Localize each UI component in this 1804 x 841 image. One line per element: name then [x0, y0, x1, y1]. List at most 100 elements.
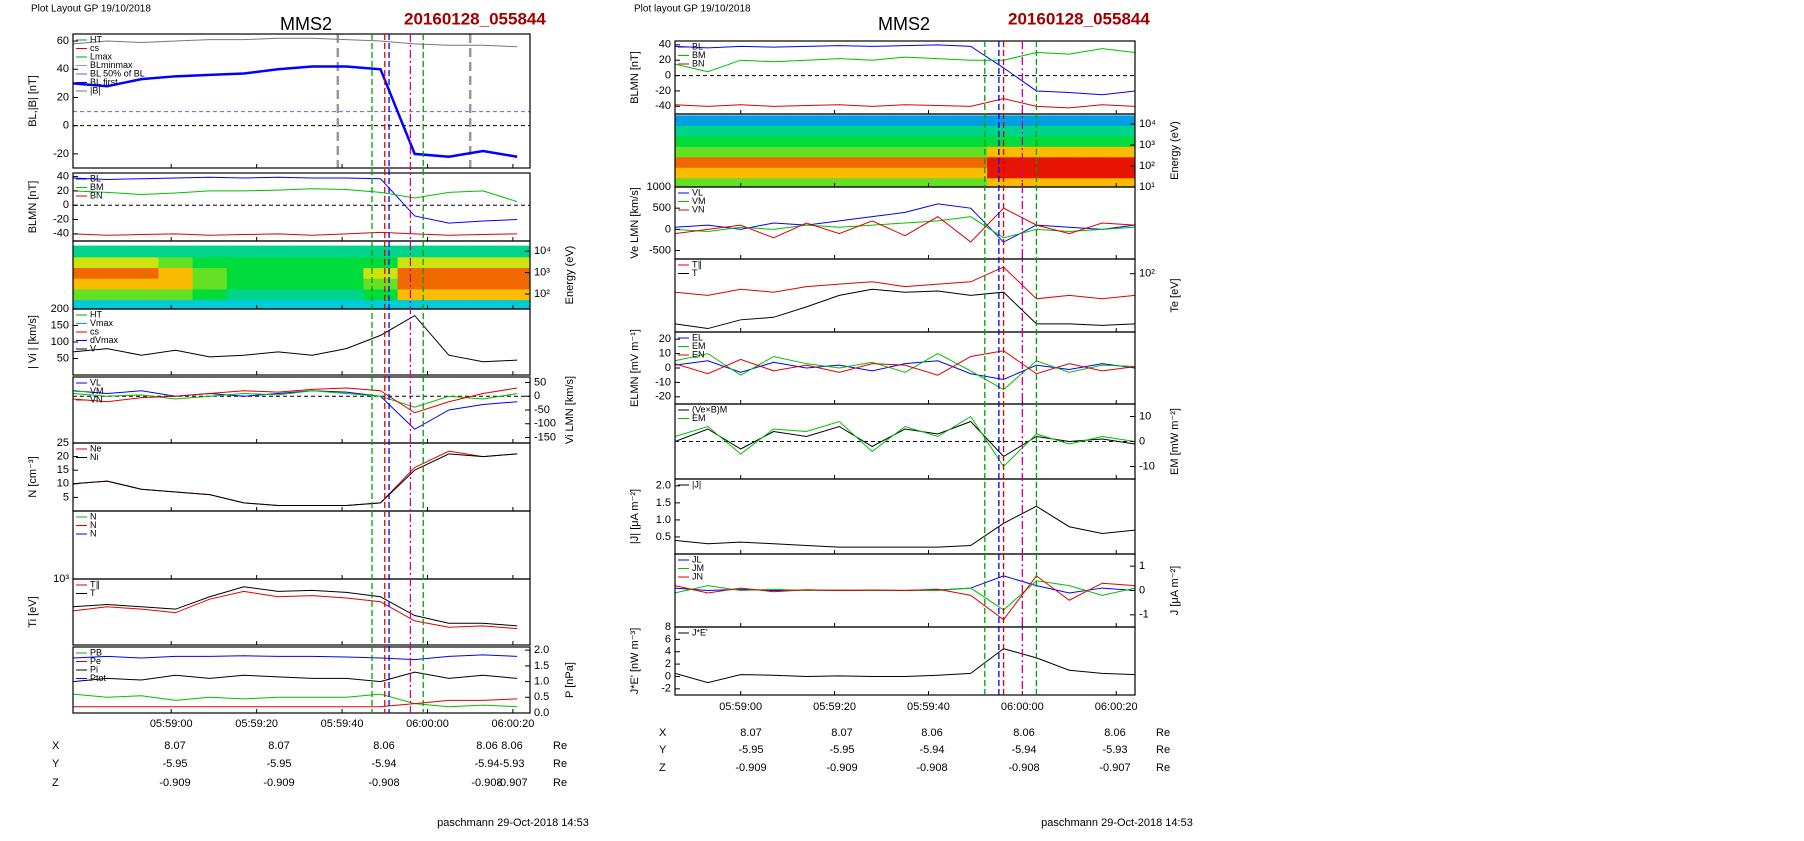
series-line: [73, 231, 518, 236]
series-line: [675, 98, 1135, 109]
spectrogram-cell: [226, 245, 262, 258]
spectrogram-cell: [987, 115, 1021, 126]
legend-label: EN: [692, 349, 705, 359]
legend-label: EM: [692, 413, 706, 423]
spectrogram-cell: [465, 245, 501, 258]
panel-frame: [674, 478, 1136, 555]
spectrogram-cell: [226, 267, 262, 279]
plot-area: [73, 314, 518, 363]
spectrogram-cell: [888, 146, 922, 158]
spectrogram-cell: [1118, 156, 1135, 168]
ephemeris-value: 8.07: [164, 740, 185, 752]
spectrogram-cell: [431, 245, 467, 258]
spectrogram-cell: [1118, 125, 1135, 137]
spectrogram-cell: [675, 135, 692, 147]
legend-label: V: [90, 343, 96, 353]
y-axis-label: P [nPa]: [564, 662, 576, 698]
spectrogram-cell: [192, 267, 228, 279]
spectrogram-cell: [329, 245, 364, 258]
spectrogram-cell: [192, 256, 228, 269]
spectrogram-cell: [90, 299, 125, 309]
footer: paschmann 29-Oct-2018 14:53: [1041, 817, 1193, 829]
ephemeris-label: Y: [659, 744, 667, 756]
spectrogram-cell: [855, 146, 890, 158]
spectrogram-cell: [500, 299, 530, 309]
spectrogram-cell: [954, 146, 988, 158]
spectrogram-cell: [465, 299, 501, 309]
spectrogram-cell: [921, 125, 955, 137]
spectrogram-cell: [465, 278, 501, 290]
spectrogram-cell: [822, 115, 857, 126]
spectrogram-cell: [724, 156, 758, 168]
spectrogram-cell: [260, 256, 296, 269]
spectrogram-cell: [124, 245, 159, 258]
y-tick-label: -20: [53, 213, 69, 225]
spectrogram-cell: [124, 299, 159, 309]
spectrogram-cell: [1085, 177, 1120, 187]
ephemeris-unit: Re: [553, 740, 567, 752]
spectrogram-cell: [822, 135, 857, 147]
legend-label: Pe: [90, 656, 101, 666]
y-axis-label: Te [eV]: [1169, 278, 1181, 312]
y-axis-label: J [μA m⁻²]: [1169, 566, 1181, 615]
y-tick-label: 0.5: [534, 691, 549, 703]
legend-label: HT: [90, 309, 102, 319]
y-tick-label: 20: [659, 54, 671, 66]
y-tick-label: 10³: [1139, 139, 1155, 151]
spectrogram-cell: [724, 177, 758, 187]
series-line: [73, 37, 518, 48]
spectrogram-cell: [954, 135, 988, 147]
y-tick-label: 2.0: [534, 644, 549, 656]
panel-frame: [72, 172, 531, 242]
spectrogram-cell: [822, 146, 857, 158]
legend-label: JN: [692, 571, 703, 581]
spectrogram-cell: [158, 299, 194, 309]
y-tick-label: 1.0: [534, 675, 549, 687]
spectrogram-cell: [790, 177, 824, 187]
series-line: [675, 575, 1135, 621]
series-line: [73, 654, 518, 661]
ephemeris-value: 8.06: [1104, 727, 1125, 739]
spectrogram-cell: [1052, 167, 1087, 179]
legend-label: BN: [90, 190, 103, 200]
spectrogram-cell: [226, 288, 262, 301]
spectrogram-cell: [888, 156, 922, 168]
ephemeris-label: X: [52, 740, 60, 752]
plot-area: [73, 387, 530, 430]
ephemeris-value: -5.94: [474, 758, 499, 770]
spectrogram-cell: [1118, 115, 1135, 126]
spectrogram-cell: [855, 125, 890, 137]
spectrogram-cell: [691, 177, 725, 187]
spectrogram-cell: [888, 125, 922, 137]
ephemeris-value: -5.94: [919, 744, 944, 756]
spectrogram-cell: [295, 278, 330, 290]
legend-label: T: [692, 268, 698, 278]
spectrogram-cell: [790, 135, 824, 147]
spectrogram-cell: [888, 135, 922, 147]
y-tick-label: 0.5: [656, 531, 671, 543]
legend-label: T∥: [90, 579, 100, 589]
spectrogram-cell: [260, 278, 296, 290]
x-tick-label: 06:00:20: [492, 718, 535, 730]
legend-label: BM: [692, 50, 706, 60]
spectrogram-cell: [158, 288, 194, 301]
spectrogram-cell: [1020, 177, 1054, 187]
y-tick-label: 20: [659, 333, 671, 345]
legend-label: T: [90, 588, 96, 598]
spectrogram-cell: [431, 299, 467, 309]
ephemeris-value: -0.908: [916, 762, 947, 774]
y-tick-label: 10²: [1139, 268, 1155, 280]
plot-area: [73, 586, 518, 630]
y-axis-label: N [cm⁻³]: [27, 456, 39, 497]
series-line: [675, 207, 1135, 243]
series-line: [73, 188, 518, 203]
series-line: [675, 415, 1135, 468]
panel-frame: [72, 308, 531, 376]
ephemeris-label: Z: [52, 777, 59, 789]
y-tick-label: 10⁴: [534, 245, 551, 257]
spectrogram-cell: [73, 288, 91, 301]
panel: 10² 10³ 10⁴ Energy (eV): [72, 240, 576, 310]
y-tick-label: 200: [51, 303, 69, 315]
